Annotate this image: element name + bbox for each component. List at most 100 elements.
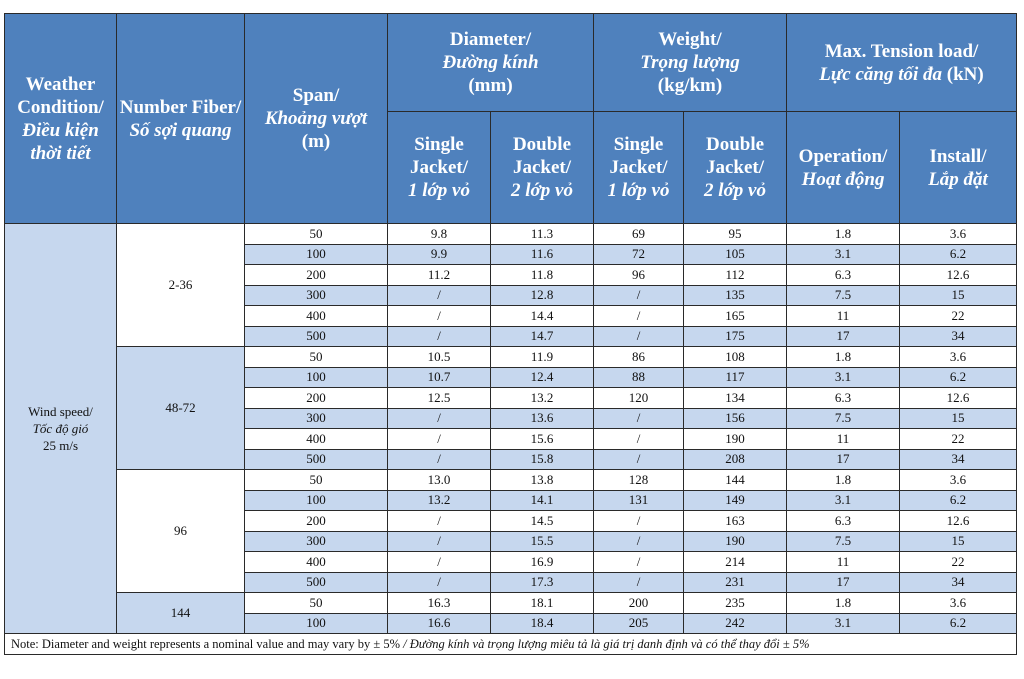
table-row: Wind speed/Tốc độ gió 25 m/s 2-36 50 9.8 11.3… [4, 223, 1018, 634]
header-install-label: Install/ [929, 145, 987, 167]
operation-cell: 1.8 [786, 469, 901, 491]
wt-double-cell: 149 [682, 489, 788, 511]
header-diameter-label: Diameter/ [449, 29, 532, 50]
wt-single-cell: 205 [593, 612, 684, 634]
install-cell: 34 [899, 571, 1018, 593]
table-row: 200/14.5/163 6.3 12.6 [5, 510, 1018, 532]
operation-cell: 17 [786, 448, 901, 470]
header-double-label: Double Jacket/ [512, 134, 572, 178]
header-number-fiber: Number Fiber/ Số sợi quang [116, 13, 245, 224]
header-wt-double: Double Jacket/ 2 lớp vỏ [682, 111, 788, 224]
wt-double-cell: 108 [682, 346, 788, 368]
dia-single-cell: 10.5 [387, 346, 491, 368]
wt-single-cell: / [593, 284, 684, 306]
header-span: Span/ Khoảng vượt (m) [244, 13, 388, 224]
table-row: 400/14.4/165 11 22 [5, 305, 1018, 327]
table-row: 100 16.6 18.4 205 242 3.1 6.2 [5, 612, 1018, 634]
wt-single-cell: 72 [593, 243, 684, 265]
wt-double-cell: 105 [682, 243, 788, 265]
span-cell: 100 [244, 366, 388, 388]
header-weight-unit: (kg/km) [657, 75, 723, 96]
fiber-count-cell: 2-36 [116, 223, 245, 347]
wt-double-cell: 190 [682, 530, 788, 552]
operation-cell: 1.8 [786, 346, 901, 368]
dia-double-cell: 11.6 [490, 243, 594, 265]
header-install-label-vi: Lắp đặt [928, 168, 988, 190]
header-double-label-vi: 2 lớp vỏ [704, 180, 766, 201]
header-tension: Max. Tension load/ Lực căng tối đa (kN) [786, 13, 1018, 112]
table-row: 144 50 16.3 18.1 200 235 1.8 3.6 [5, 592, 1018, 634]
span-cell: 500 [244, 325, 388, 347]
install-cell: 6.2 [899, 366, 1018, 388]
fiber-count-cell: 96 [116, 469, 245, 593]
span-cell: 100 [244, 243, 388, 265]
dia-single-cell: 10.7 [387, 366, 491, 388]
header-tension-label-vi: Lực căng tối đa [819, 63, 943, 85]
header-span-label-vi: Khoảng vượt [264, 108, 368, 129]
spec-table-container: Weather Condition/ Điều kiện thời tiết N… [3, 13, 1018, 655]
wt-double-cell: 242 [682, 612, 788, 634]
operation-cell: 3.1 [786, 489, 901, 511]
wt-double-cell: 235 [682, 592, 788, 614]
wt-single-cell: / [593, 551, 684, 573]
dia-single-cell: 9.8 [387, 223, 491, 245]
operation-cell: 3.1 [786, 243, 901, 265]
wt-double-cell: 190 [682, 428, 788, 450]
dia-single-cell: / [387, 571, 491, 593]
header-diameter-unit: (mm) [468, 75, 513, 96]
dia-single-cell: 9.9 [387, 243, 491, 265]
operation-cell: 3.1 [786, 366, 901, 388]
dia-single-cell: / [387, 510, 491, 532]
wt-double-cell: 231 [682, 571, 788, 593]
operation-cell: 6.3 [786, 264, 901, 286]
table-row: 100 9.9 11.6 72 105 3.1 6.2 [5, 243, 1018, 265]
weather-condition-cell: Wind speed/Tốc độ gió 25 m/s [4, 223, 117, 634]
operation-cell: 7.5 [786, 530, 901, 552]
wt-single-cell: / [593, 571, 684, 593]
install-cell: 3.6 [899, 223, 1018, 245]
wt-single-cell: / [593, 510, 684, 532]
header-single-label: Single Jacket/ [609, 134, 668, 178]
dia-double-cell: 14.1 [490, 489, 594, 511]
span-cell: 50 [244, 346, 388, 368]
table-row: 400/16.9/214 11 22 [5, 551, 1018, 573]
install-cell: 12.6 [899, 510, 1018, 532]
operation-cell: 7.5 [786, 284, 901, 306]
operation-cell: 7.5 [786, 407, 901, 429]
wt-single-cell: 96 [593, 264, 684, 286]
install-cell: 22 [899, 551, 1018, 573]
spec-table: Weather Condition/ Điều kiện thời tiết N… [3, 13, 1018, 655]
dia-single-cell: 12.5 [387, 387, 491, 409]
dia-double-cell: 13.8 [490, 469, 594, 491]
wt-double-cell: 112 [682, 264, 788, 286]
dia-double-cell: 14.4 [490, 305, 594, 327]
wt-double-cell: 144 [682, 469, 788, 491]
wt-single-cell: / [593, 530, 684, 552]
dia-double-cell: 11.3 [490, 223, 594, 245]
header-diameter: Diameter/ Đường kính (mm) [387, 13, 594, 112]
install-cell: 12.6 [899, 387, 1018, 409]
dia-double-cell: 12.8 [490, 284, 594, 306]
operation-cell: 1.8 [786, 592, 901, 614]
install-cell: 15 [899, 530, 1018, 552]
header-fiber-label: Number Fiber/ [119, 96, 242, 118]
wt-single-cell: 69 [593, 223, 684, 245]
wt-double-cell: 117 [682, 366, 788, 388]
header-single-label: Single Jacket/ [409, 134, 469, 178]
wt-single-cell: 120 [593, 387, 684, 409]
dia-double-cell: 15.8 [490, 448, 594, 470]
fiber-count-cell: 144 [116, 592, 245, 634]
header-weather-label-vi: Điều kiện thời tiết [22, 119, 99, 164]
span-cell: 200 [244, 264, 388, 286]
dia-double-cell: 11.8 [490, 264, 594, 286]
dia-single-cell: / [387, 305, 491, 327]
header-span-label: Span/ [292, 85, 340, 106]
operation-cell: 6.3 [786, 510, 901, 532]
operation-cell: 1.8 [786, 223, 901, 245]
header-operation-label: Operation/ [798, 145, 888, 167]
wt-single-cell: / [593, 325, 684, 347]
install-cell: 6.2 [899, 489, 1018, 511]
wt-single-cell: 128 [593, 469, 684, 491]
install-cell: 15 [899, 407, 1018, 429]
install-cell: 34 [899, 448, 1018, 470]
